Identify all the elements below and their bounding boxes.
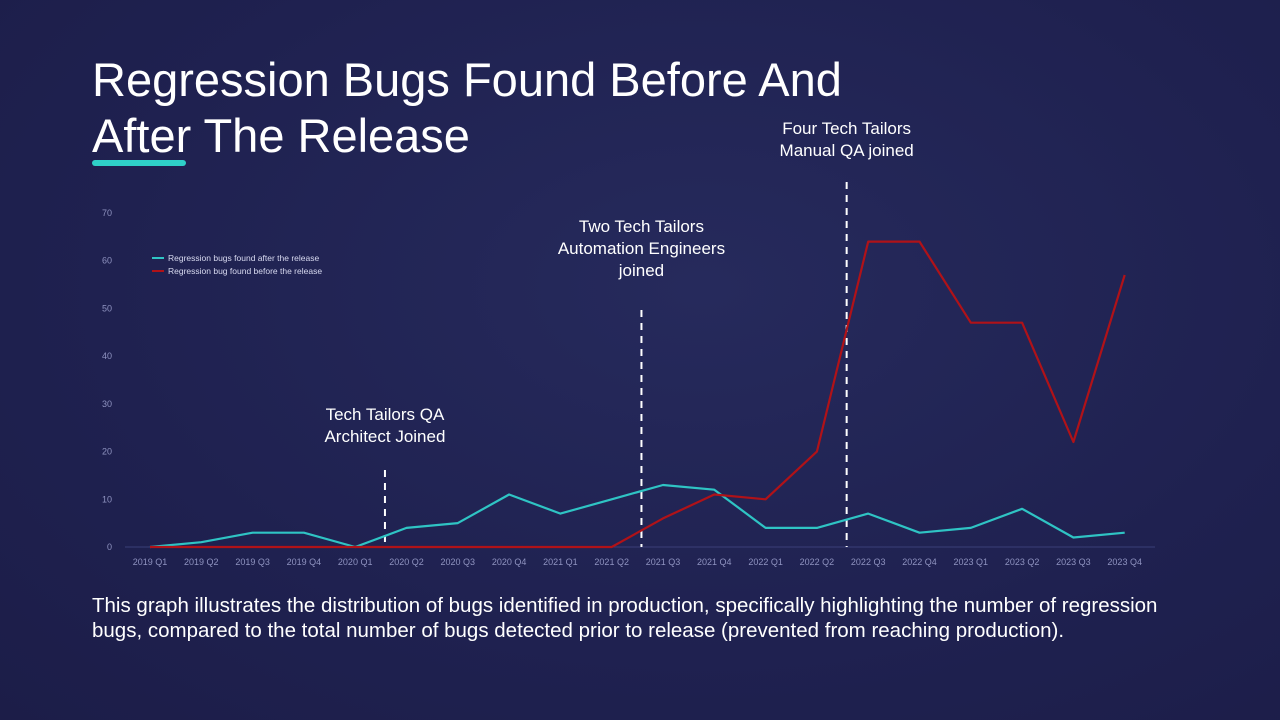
x-tick-label: 2022 Q1 [748,557,783,567]
slide-caption: This graph illustrates the distribution … [92,594,1158,642]
x-tick-label: 2019 Q3 [235,557,270,567]
x-tick-label: 2019 Q1 [133,557,168,567]
x-tick-label: 2022 Q3 [851,557,886,567]
title-accent-underline [92,160,186,166]
x-tick-label: 2022 Q2 [800,557,835,567]
legend-label: Regression bugs found after the release [168,253,319,263]
x-tick-label: 2020 Q3 [441,557,476,567]
x-tick-label: 2021 Q4 [697,557,732,567]
y-tick-label: 60 [102,256,112,266]
x-tick-label: 2021 Q1 [543,557,578,567]
series-line-2 [150,240,1126,549]
series-line-1 [149,483,1125,549]
annotation-label: Tech Tailors QA Architect Joined [324,405,446,446]
annotation-label: Two Tech Tailors Automation Engineers jo… [557,217,726,280]
y-tick-label: 40 [102,351,112,361]
y-tick-label: 0 [107,542,112,552]
x-tick-label: 2022 Q4 [902,557,937,567]
x-tick-label: 2023 Q4 [1107,557,1142,567]
x-tick-label: 2021 Q2 [594,557,629,567]
x-tick-label: 2020 Q4 [492,557,527,567]
y-tick-label: 50 [102,303,112,313]
y-tick-label: 30 [102,399,112,409]
x-tick-label: 2023 Q2 [1005,557,1040,567]
y-tick-label: 70 [102,208,112,218]
x-tick-label: 2019 Q4 [287,557,322,567]
x-tick-label: 2023 Q3 [1056,557,1091,567]
x-tick-label: 2020 Q2 [389,557,424,567]
annotation-label: Four Tech Tailors Manual QA joined [779,119,914,160]
y-tick-label: 10 [102,494,112,504]
legend-label: Regression bug found before the release [168,266,322,276]
x-tick-label: 2021 Q3 [646,557,681,567]
x-tick-label: 2019 Q2 [184,557,219,567]
x-tick-label: 2023 Q1 [954,557,989,567]
x-tick-label: 2020 Q1 [338,557,373,567]
slide-title: Regression Bugs Found Before And After T… [92,53,842,162]
y-tick-label: 20 [102,447,112,457]
